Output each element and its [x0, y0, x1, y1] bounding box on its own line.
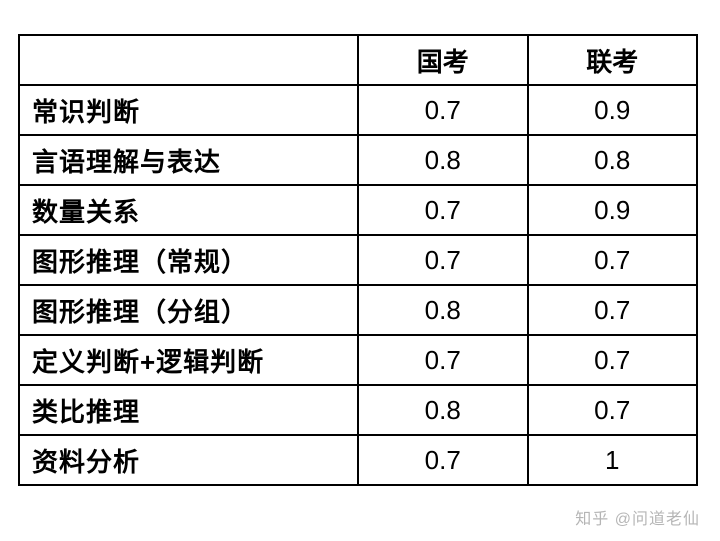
row-label: 常识判断	[19, 85, 358, 135]
table-row: 言语理解与表达 0.8 0.8	[19, 135, 697, 185]
cell-guokao: 0.7	[358, 185, 528, 235]
score-table: 国考 联考 常识判断 0.7 0.9 言语理解与表达 0.8 0.8 数量关系 …	[18, 34, 698, 486]
row-label: 类比推理	[19, 385, 358, 435]
table-row: 数量关系 0.7 0.9	[19, 185, 697, 235]
table-row: 图形推理（分组） 0.8 0.7	[19, 285, 697, 335]
table-row: 常识判断 0.7 0.9	[19, 85, 697, 135]
row-label: 资料分析	[19, 435, 358, 485]
table-row: 定义判断+逻辑判断 0.7 0.7	[19, 335, 697, 385]
table-container: 国考 联考 常识判断 0.7 0.9 言语理解与表达 0.8 0.8 数量关系 …	[0, 0, 720, 498]
cell-liankao: 0.7	[528, 385, 698, 435]
table-row: 资料分析 0.7 1	[19, 435, 697, 485]
cell-guokao: 0.7	[358, 435, 528, 485]
cell-guokao: 0.8	[358, 135, 528, 185]
row-label: 言语理解与表达	[19, 135, 358, 185]
cell-liankao: 0.7	[528, 235, 698, 285]
cell-liankao: 0.9	[528, 185, 698, 235]
cell-liankao: 0.7	[528, 335, 698, 385]
cell-guokao: 0.7	[358, 85, 528, 135]
table-header-row: 国考 联考	[19, 35, 697, 85]
cell-liankao: 0.8	[528, 135, 698, 185]
watermark-text: 知乎 @问道老仙	[575, 505, 700, 529]
row-label: 数量关系	[19, 185, 358, 235]
row-label: 图形推理（分组）	[19, 285, 358, 335]
cell-guokao: 0.7	[358, 335, 528, 385]
cell-liankao: 1	[528, 435, 698, 485]
cell-guokao: 0.8	[358, 385, 528, 435]
table-row: 图形推理（常规） 0.7 0.7	[19, 235, 697, 285]
cell-liankao: 0.7	[528, 285, 698, 335]
table-row: 类比推理 0.8 0.7	[19, 385, 697, 435]
row-label: 图形推理（常规）	[19, 235, 358, 285]
row-label: 定义判断+逻辑判断	[19, 335, 358, 385]
header-blank	[19, 35, 358, 85]
header-liankao: 联考	[528, 35, 698, 85]
header-guokao: 国考	[358, 35, 528, 85]
cell-guokao: 0.7	[358, 235, 528, 285]
cell-liankao: 0.9	[528, 85, 698, 135]
cell-guokao: 0.8	[358, 285, 528, 335]
